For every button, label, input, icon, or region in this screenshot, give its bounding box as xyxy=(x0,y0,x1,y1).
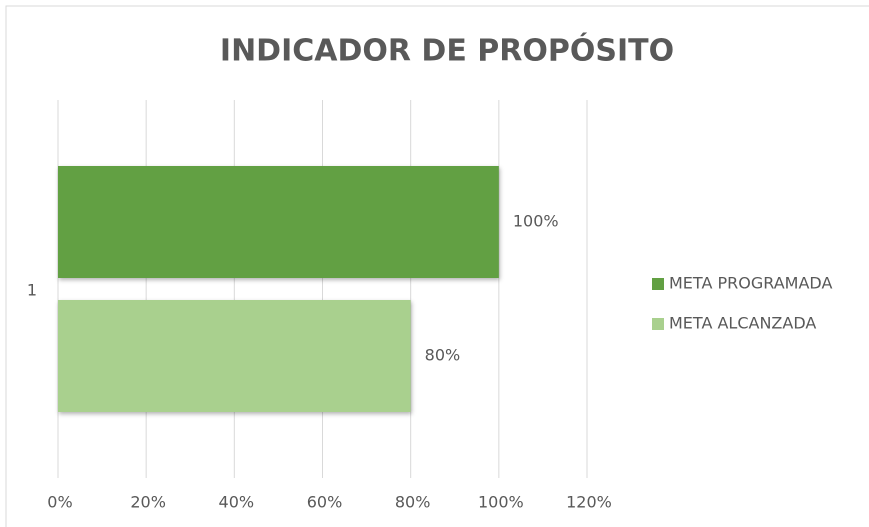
legend-swatch xyxy=(652,318,664,330)
x-tick-label: 0% xyxy=(47,493,72,512)
legend-label: META ALCANZADA xyxy=(669,314,816,333)
bar xyxy=(58,166,499,278)
bar xyxy=(58,300,411,412)
x-tick-label: 80% xyxy=(395,493,431,512)
legend-swatch xyxy=(652,278,664,290)
y-tick-label: 1 xyxy=(27,281,37,300)
x-tick-label: 60% xyxy=(307,493,343,512)
legend-label: META PROGRAMADA xyxy=(669,274,832,293)
x-tick-label: 40% xyxy=(219,493,255,512)
x-tick-label: 20% xyxy=(130,493,166,512)
chart-title: INDICADOR DE PROPÓSITO xyxy=(220,32,674,69)
chart-border xyxy=(5,5,869,527)
data-label: 80% xyxy=(425,346,461,365)
x-tick-label: 100% xyxy=(478,493,524,512)
x-tick-label: 120% xyxy=(566,493,612,512)
data-label: 100% xyxy=(513,212,559,231)
